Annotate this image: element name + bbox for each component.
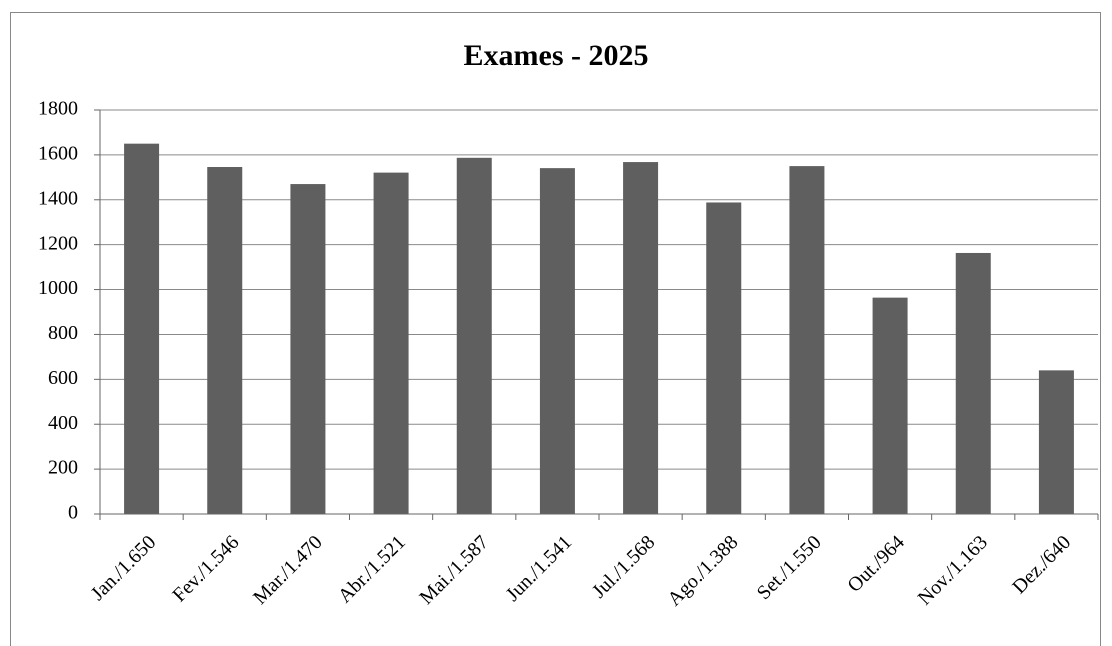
bar <box>872 297 908 514</box>
y-tick-label: 1000 <box>38 277 78 299</box>
bar <box>1038 370 1074 514</box>
y-tick-label: 600 <box>48 367 78 389</box>
bar <box>124 143 160 514</box>
y-tick-label: 0 <box>68 502 78 524</box>
bar <box>706 202 742 514</box>
bar <box>290 184 326 515</box>
bar <box>539 168 575 514</box>
chart-title: Exames - 2025 <box>464 39 649 72</box>
bar <box>623 162 659 514</box>
y-tick-label: 800 <box>48 322 78 344</box>
bar <box>789 166 825 514</box>
bar <box>207 167 243 514</box>
bar <box>955 252 991 514</box>
y-tick-label: 1200 <box>38 232 78 254</box>
y-tick-label: 400 <box>48 412 78 434</box>
y-tick-label: 1400 <box>38 187 78 209</box>
bar <box>456 157 492 514</box>
y-tick-label: 1600 <box>38 142 78 164</box>
y-tick-label: 200 <box>48 457 78 479</box>
bar <box>373 172 409 514</box>
y-tick-label: 1800 <box>38 98 78 120</box>
